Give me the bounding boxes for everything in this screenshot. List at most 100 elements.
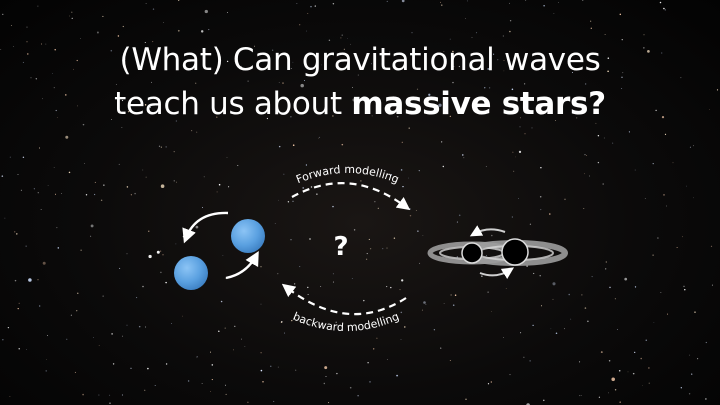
star-dot (688, 393, 691, 395)
star-dot (672, 162, 674, 164)
star-dot (602, 183, 604, 185)
star-dot (419, 262, 421, 264)
star-dot (77, 292, 79, 294)
star-dot (433, 329, 436, 331)
star-dot (299, 266, 301, 268)
star-dot (98, 345, 100, 346)
star-dot (514, 156, 516, 158)
star-dot (142, 169, 144, 171)
star-dot (73, 68, 74, 70)
star-dot (277, 366, 279, 368)
star-dot (418, 169, 420, 172)
star-dot (366, 253, 368, 255)
star-dot (7, 326, 10, 329)
bh-orbit-arrow-bottom-icon (479, 267, 515, 279)
star-dot (171, 323, 172, 324)
star-dot (196, 131, 198, 133)
star-dot (4, 217, 6, 219)
star-dot (608, 360, 611, 362)
star-dot (165, 281, 167, 284)
star-dot (368, 238, 370, 240)
star-dot (195, 225, 199, 229)
star-dot (39, 147, 40, 149)
star-dot (396, 374, 399, 377)
star-dot (332, 3, 335, 5)
star-dot (634, 351, 636, 354)
star-dot (17, 308, 19, 310)
star-dot (369, 248, 372, 250)
star-dot (321, 64, 322, 66)
star-dot (110, 49, 113, 52)
star-dot (195, 82, 197, 84)
star-dot (415, 209, 417, 211)
star-dot (162, 254, 164, 256)
backward-modelling-arrow (281, 283, 407, 316)
star-dot (283, 173, 285, 175)
star-dot (503, 60, 505, 61)
star-dot (616, 329, 618, 330)
star-dot (300, 83, 304, 88)
star-dot (591, 276, 593, 278)
star-dot (93, 193, 96, 196)
star-dot (121, 127, 123, 128)
star-dot (340, 37, 342, 39)
star-dot (220, 300, 223, 303)
star-dot (145, 3, 147, 5)
star-dot (487, 291, 489, 293)
star-dot (45, 43, 47, 45)
star-dot (465, 398, 467, 400)
title-line-2-bold: massive stars? (351, 86, 606, 122)
star-dot (694, 311, 696, 313)
star-dot (121, 99, 124, 102)
star-dot (490, 381, 492, 383)
star-dot (401, 141, 403, 143)
star-dot (414, 105, 416, 108)
star-dot (484, 87, 486, 89)
star-dot (178, 0, 180, 1)
star-dot (42, 98, 43, 100)
star-dot (165, 146, 167, 148)
star-dot (68, 15, 70, 17)
star-dot (332, 273, 334, 275)
star-dot (47, 185, 49, 186)
star-dot (208, 29, 210, 31)
star-dot (22, 156, 25, 159)
star-dot (76, 310, 78, 312)
star-dot (369, 381, 371, 383)
star-dot (35, 78, 37, 80)
star-dot (203, 176, 205, 178)
star-dot (162, 21, 164, 23)
star-dot (555, 332, 558, 335)
star-dot (202, 207, 204, 209)
star-dot (605, 261, 607, 263)
star-dot (65, 94, 67, 96)
star-dot (66, 338, 68, 340)
star-dot (442, 165, 445, 168)
star-dot (524, 133, 526, 135)
star-dot (619, 401, 621, 403)
star-dot (278, 199, 279, 201)
star-dot (295, 369, 297, 371)
star-dot (503, 70, 505, 72)
star-dot (154, 385, 156, 386)
star-dot (151, 81, 152, 83)
star-dot (277, 273, 279, 275)
star-dot (121, 394, 123, 396)
star-dot (85, 194, 88, 196)
star-dot (37, 192, 39, 194)
star-dot (152, 8, 155, 10)
star-dot (618, 369, 621, 372)
orbit-arrow-bottom-icon (225, 250, 259, 280)
star-dot (614, 298, 616, 300)
star-dot (226, 157, 228, 158)
star-dot (55, 109, 57, 112)
star-dot (425, 303, 427, 305)
star-dot (240, 65, 242, 67)
star-dot (292, 200, 294, 202)
star-dot (529, 360, 531, 362)
star-dot (283, 332, 286, 334)
star-dot (352, 98, 356, 102)
star-dot (100, 199, 103, 202)
